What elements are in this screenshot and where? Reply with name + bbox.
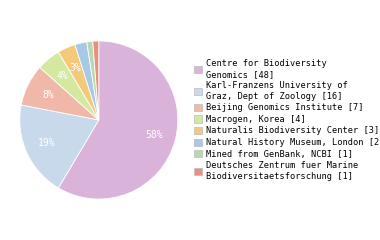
Wedge shape [20, 105, 99, 188]
Wedge shape [87, 41, 99, 120]
Wedge shape [21, 67, 99, 120]
Text: 4%: 4% [57, 71, 68, 81]
Text: 19%: 19% [38, 138, 56, 148]
Text: 58%: 58% [145, 130, 163, 140]
Wedge shape [93, 41, 99, 120]
Wedge shape [59, 41, 178, 199]
Wedge shape [75, 42, 99, 120]
Text: 8%: 8% [42, 90, 54, 100]
Wedge shape [59, 45, 99, 120]
Legend: Centre for Biodiversity
Genomics [48], Karl-Franzens University of
Graz, Dept of: Centre for Biodiversity Genomics [48], K… [194, 59, 380, 181]
Text: 3%: 3% [70, 63, 81, 73]
Wedge shape [40, 52, 99, 120]
